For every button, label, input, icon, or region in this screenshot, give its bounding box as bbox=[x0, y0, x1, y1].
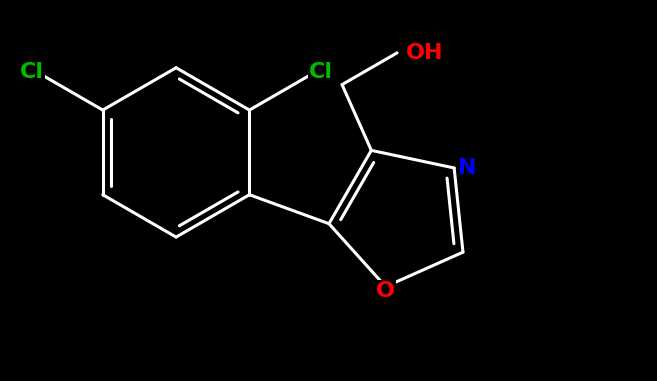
Text: O: O bbox=[376, 281, 395, 301]
Text: Cl: Cl bbox=[309, 62, 333, 82]
Text: N: N bbox=[459, 158, 477, 178]
Text: OH: OH bbox=[405, 43, 443, 63]
Text: Cl: Cl bbox=[20, 62, 43, 82]
